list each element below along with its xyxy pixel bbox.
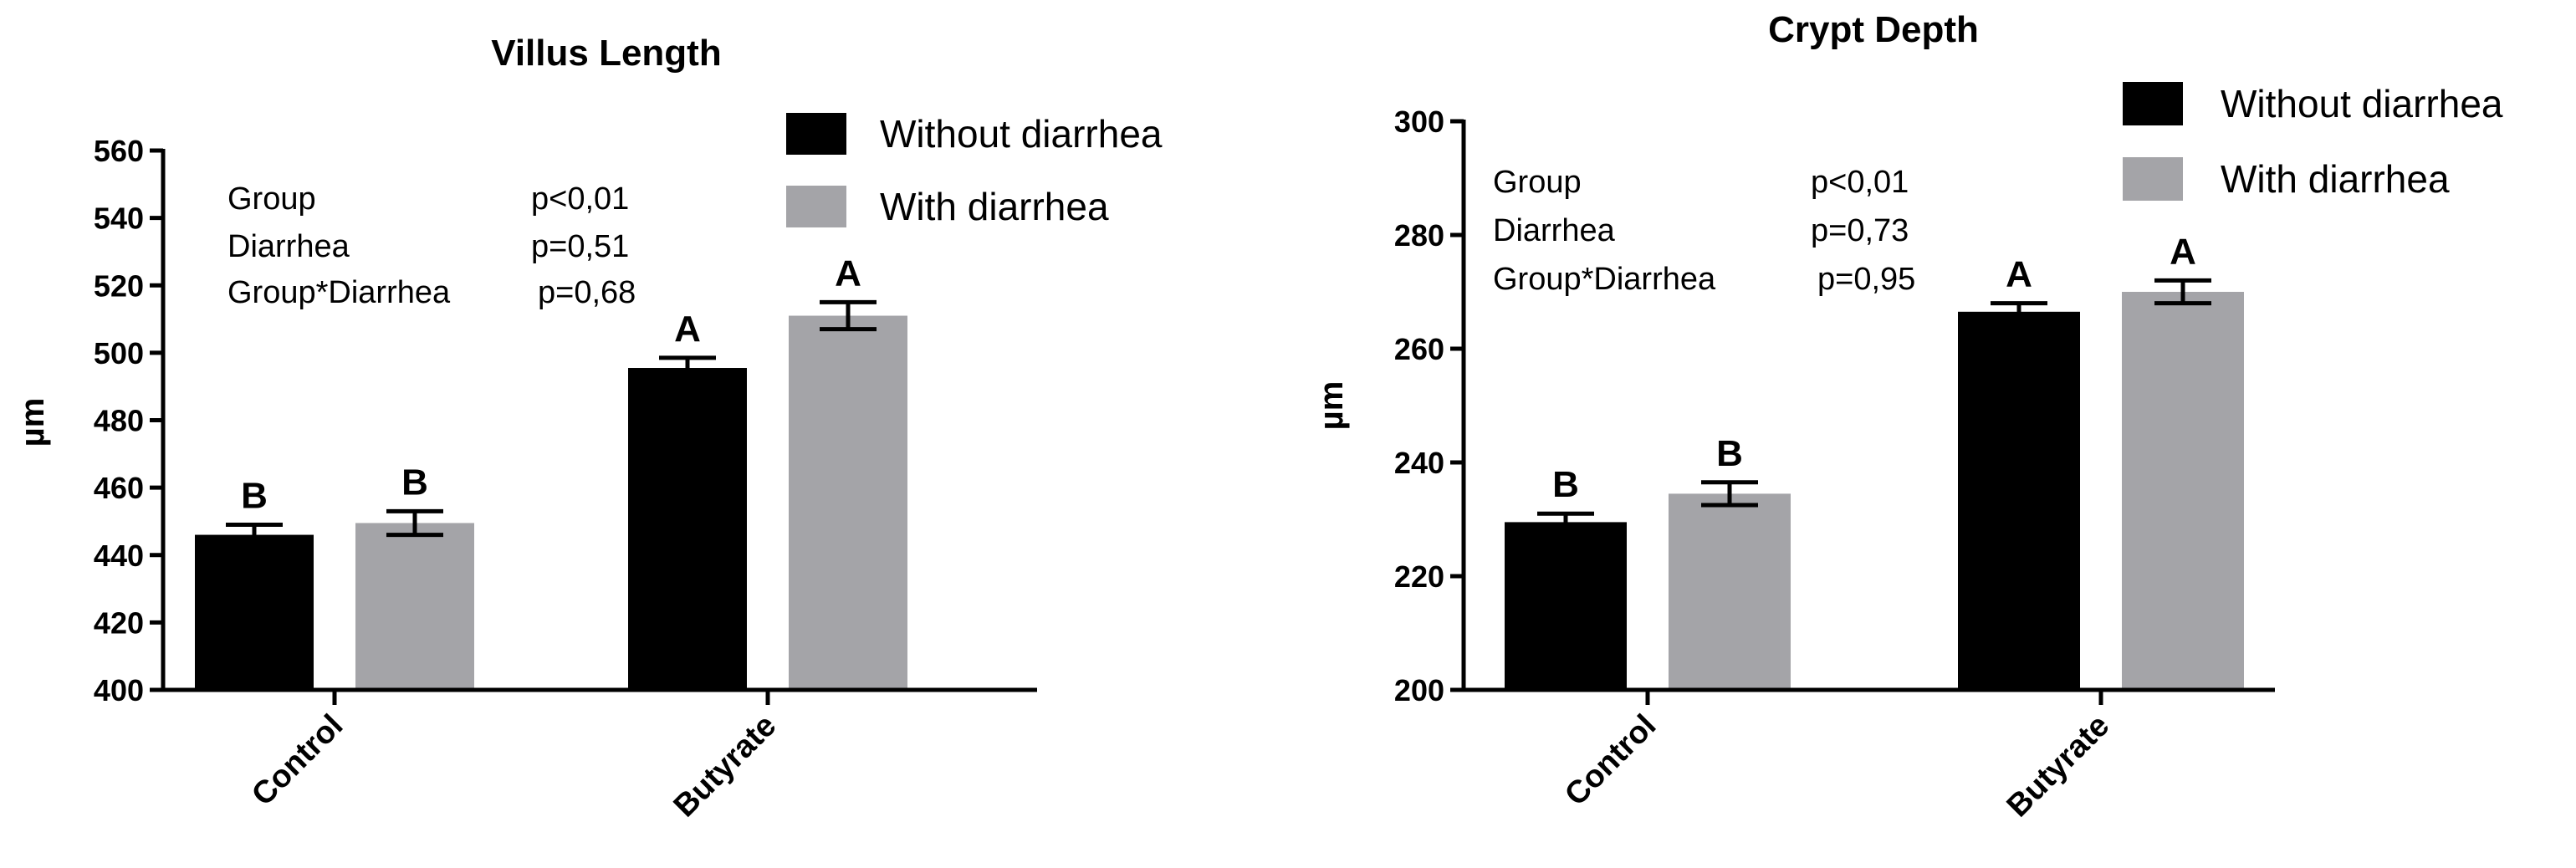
- y-tick-label: 440: [94, 539, 144, 573]
- chart-title: Villus Length: [491, 33, 721, 74]
- legend-swatch: [786, 113, 846, 155]
- significance-letter: A: [2170, 231, 2196, 272]
- bar-without-diarrhea-control: [1505, 522, 1627, 690]
- stats-annotation: Group p<0,01 Diarrhea p=0,73 Group*Diarrhea p…: [1493, 165, 1915, 297]
- error-bar: [1991, 301, 2047, 323]
- stats-label: Group: [1493, 165, 1582, 200]
- y-tick-label: 260: [1394, 332, 1444, 366]
- stats-p-value: p<0,01: [1811, 165, 1909, 200]
- significance-letter: B: [401, 462, 428, 503]
- y-tick-label: 280: [1394, 218, 1444, 253]
- significance-letter: B: [241, 475, 268, 516]
- y-tick-label: 240: [1394, 446, 1444, 480]
- stats-label: Diarrhea: [1493, 213, 1616, 248]
- stats-p-value: p<0,01: [531, 181, 629, 217]
- chart-title: Crypt Depth: [1768, 9, 1979, 50]
- x-tick-label: Control: [1558, 708, 1663, 813]
- bar-without-diarrhea-butyrate: [628, 368, 747, 690]
- error-bar: [1537, 511, 1594, 534]
- legend-swatch: [2123, 82, 2183, 125]
- y-tick-label: 460: [94, 471, 144, 505]
- error-bar: [386, 508, 443, 538]
- y-tick-label: 480: [94, 404, 144, 438]
- stats-p-value: p=0,68: [538, 275, 636, 310]
- stats-label: Group: [227, 181, 316, 217]
- bar-with-diarrhea-control: [355, 523, 474, 690]
- stats-annotation: Group p<0,01 Diarrhea p=0,51 Group*Diarrhea p…: [227, 181, 636, 310]
- y-tick-label: 560: [94, 134, 144, 168]
- error-bar: [820, 299, 877, 332]
- error-bar: [2154, 278, 2211, 306]
- y-tick-label: 220: [1394, 559, 1444, 594]
- legend-item: Without diarrhea: [786, 112, 1163, 156]
- x-tick-label: Butyrate: [2001, 708, 2117, 825]
- y-tick-label: 520: [94, 268, 144, 303]
- legend-label: Without diarrhea: [880, 112, 1163, 156]
- bar-without-diarrhea-control: [195, 534, 314, 690]
- legend-swatch: [786, 186, 846, 227]
- significance-letter: A: [835, 253, 861, 294]
- significance-letter: A: [2006, 254, 2032, 295]
- y-tick-label: 400: [94, 673, 144, 707]
- legend-swatch: [2123, 157, 2183, 201]
- bar-with-diarrhea-butyrate: [2122, 292, 2244, 690]
- legend-item: With diarrhea: [2123, 157, 2450, 201]
- stats-p-value: p=0,95: [1817, 262, 1915, 297]
- stats-label: Diarrhea: [227, 229, 350, 264]
- legend-item: With diarrhea: [786, 185, 1109, 228]
- error-bar: [659, 355, 716, 380]
- bar-with-diarrhea-control: [1669, 493, 1791, 690]
- legend-label: With diarrhea: [880, 185, 1109, 228]
- y-tick-label: 200: [1394, 673, 1444, 707]
- legend-label: With diarrhea: [2221, 157, 2450, 201]
- stats-p-value: p=0,73: [1811, 213, 1909, 248]
- legend-label: Without diarrhea: [2221, 82, 2503, 125]
- error-bar: [226, 522, 283, 548]
- y-axis-label: µm: [1313, 381, 1350, 431]
- y-tick-label: 300: [1394, 105, 1444, 139]
- y-axis-label: µm: [14, 398, 51, 447]
- y-tick-label: 540: [94, 202, 144, 236]
- bar-with-diarrhea-butyrate: [789, 315, 907, 690]
- significance-letter: B: [1716, 433, 1743, 474]
- bar-without-diarrhea-butyrate: [1958, 311, 2080, 690]
- y-tick-label: 420: [94, 605, 144, 640]
- legend-item: Without diarrhea: [2123, 82, 2503, 125]
- stats-label: Group*Diarrhea: [227, 275, 451, 310]
- x-tick-label: Control: [245, 708, 350, 813]
- stats-label: Group*Diarrhea: [1493, 262, 1716, 297]
- x-tick-label: Butyrate: [667, 708, 784, 825]
- error-bar: [1701, 480, 1758, 508]
- significance-letter: B: [1552, 464, 1579, 505]
- stats-p-value: p=0,51: [531, 229, 629, 264]
- chart-panel-crypt-depth: Crypt Depth µm B A B A 200 220 240 260 280 300 Contr…: [1313, 9, 2503, 824]
- chart-panel-villus-length: Villus Length µm B A B A 400 420 440 460 480 500 520…: [14, 33, 1163, 824]
- significance-letter: A: [674, 309, 701, 350]
- y-tick-label: 500: [94, 336, 144, 370]
